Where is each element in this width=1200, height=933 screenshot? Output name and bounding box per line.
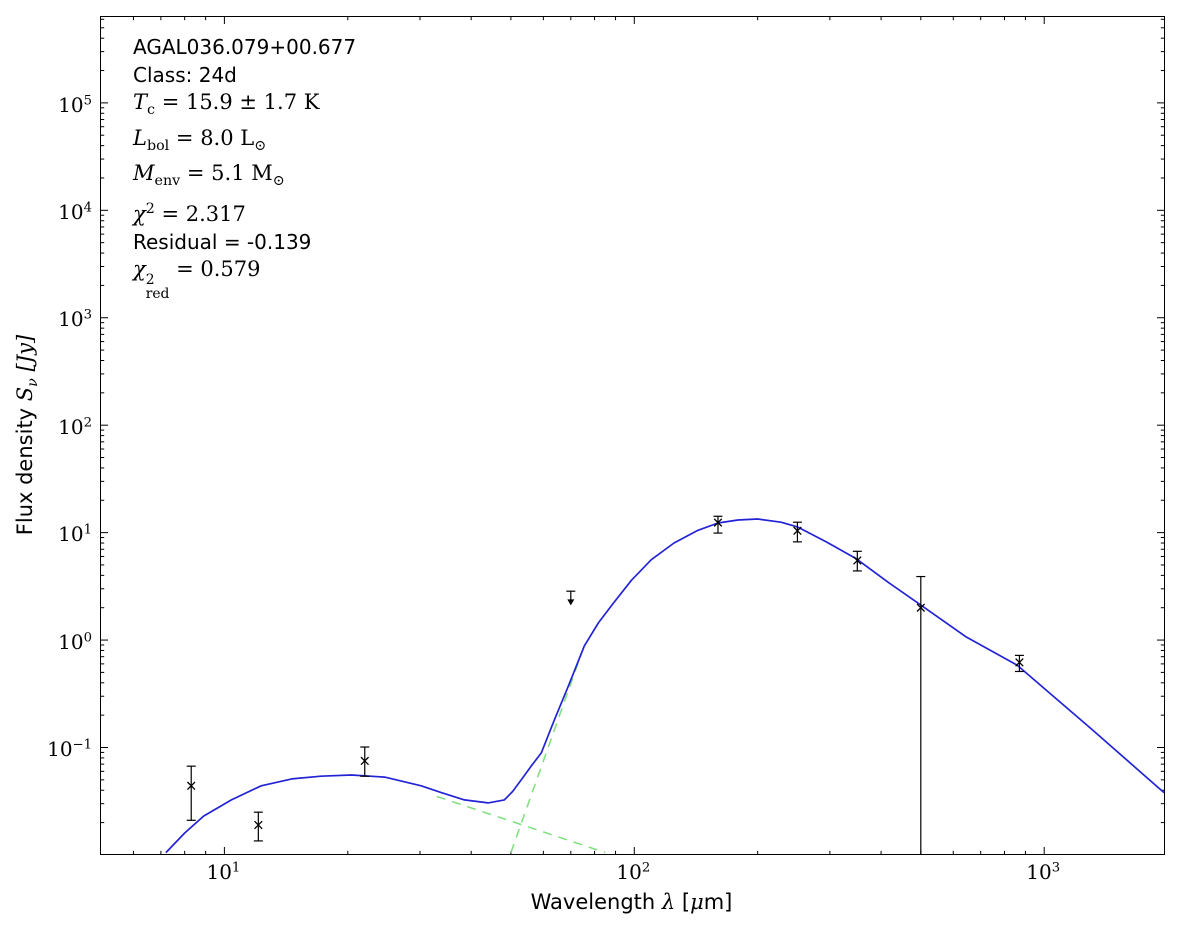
chi-squared-red-stack: 2 red: [145, 271, 170, 303]
text-segment: ⊙: [254, 137, 267, 154]
text-segment: 2: [145, 201, 155, 218]
y-tick-label: 104: [58, 199, 92, 224]
annotation-line-6: Residual = -0.139: [133, 229, 356, 257]
y-tick-label: 102: [58, 414, 92, 439]
text-segment: [: [675, 890, 691, 914]
annotation-line-2: Tc = 15.9 ± 1.7 K: [133, 89, 356, 125]
y-tick-label: 105: [58, 92, 92, 117]
text-segment: = 8.0 L: [169, 125, 255, 150]
component-curve-cold-component: [510, 642, 587, 853]
text-segment: χ: [133, 202, 146, 227]
data-point-marker: [916, 603, 926, 612]
y-tick-label: 10−1: [47, 737, 92, 762]
y-tick-label: 103: [58, 307, 92, 332]
annotation-line-7: χ 2 red = 0.579: [133, 256, 356, 302]
y-tick-label: 101: [58, 522, 92, 547]
x-tick-label: 103: [1026, 860, 1061, 884]
text-segment: L: [133, 125, 147, 150]
x-tick-label: 101: [206, 860, 241, 884]
text-segment: T: [133, 90, 148, 114]
text-segment: = 5.1 M: [180, 161, 273, 186]
text-segment: c: [147, 102, 156, 119]
data-point-marker: [254, 820, 263, 830]
x-tick-label: 102: [616, 860, 651, 884]
text-segment: [13, 371, 37, 378]
text-segment: ⊙: [272, 173, 285, 190]
fit-curve: [165, 518, 1164, 854]
text-segment: [Jy]: [12, 334, 37, 371]
text-segment: χ: [133, 257, 146, 282]
y-tick-label: 100: [58, 629, 92, 654]
annotation-line-1: Class: 24d: [133, 62, 356, 90]
text-segment: Class: 24d: [133, 62, 237, 87]
data-point-marker: [713, 518, 723, 527]
text-segment: S: [12, 386, 37, 401]
data-point-marker: [360, 756, 370, 766]
plot-area: AGAL036.079+00.677 Class: 24d Tc = 15.9 ± …: [100, 16, 1165, 855]
data-point-marker: [853, 556, 862, 565]
data-point-marker: [186, 781, 196, 791]
text-segment: AGAL036.079+00.677: [133, 35, 357, 59]
text-segment: = 0.579: [169, 257, 261, 282]
text-segment: Residual = -0.139: [133, 229, 312, 254]
component-curve-warm-component: [436, 795, 606, 854]
text-segment: = 15.9 ± 1.7 K: [155, 90, 320, 114]
text-segment: bol: [146, 137, 170, 154]
text-segment: μ: [690, 890, 704, 914]
upper-limit-arrow-icon: [567, 599, 575, 606]
text-segment: Wavelength: [530, 890, 662, 914]
text-segment: ν: [25, 377, 42, 387]
text-segment: λ: [661, 890, 676, 914]
annotation-line-3: Lbol = 8.0 L⊙: [133, 125, 356, 161]
data-point-marker: [793, 526, 802, 536]
text-segment: = 2.317: [154, 202, 246, 227]
plot-canvas: [101, 17, 1164, 854]
x-axis-label: Wavelength λ [μm]: [100, 890, 1163, 914]
annotation-line-4: Menv = 5.1 M⊙: [133, 160, 356, 196]
text-segment: m]: [703, 890, 733, 914]
text-segment: M: [133, 161, 155, 186]
annotation-line-5: χ2 = 2.317: [133, 196, 356, 229]
data-point-marker: [1015, 658, 1024, 667]
fit-parameters-annotation: AGAL036.079+00.677 Class: 24d Tc = 15.9 ± …: [133, 34, 356, 302]
annotation-line-0: AGAL036.079+00.677: [133, 34, 356, 62]
text-segment: env: [154, 173, 181, 190]
